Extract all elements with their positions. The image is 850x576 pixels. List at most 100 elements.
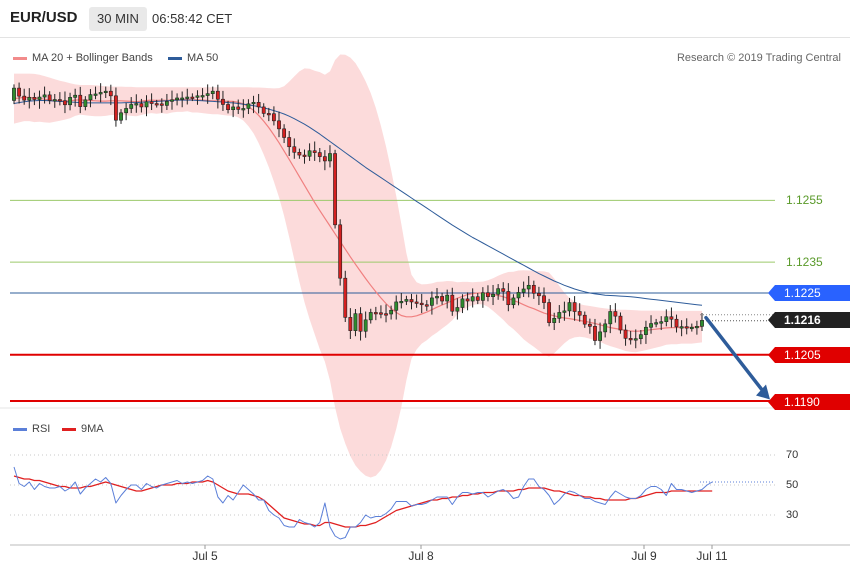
candle-body xyxy=(414,301,419,304)
candle-body xyxy=(108,90,113,97)
rsi-tick-50: 50 xyxy=(786,479,799,491)
candle-body xyxy=(129,104,134,109)
candle-body xyxy=(134,103,139,106)
candle-body xyxy=(139,103,144,108)
x-label-jul8: Jul 8 xyxy=(408,549,434,563)
candle-body xyxy=(654,322,659,325)
legend-ma20-label: MA 20 + Bollinger Bands xyxy=(32,52,153,64)
candle-body xyxy=(215,90,220,100)
candle-body xyxy=(251,102,256,105)
candle-body xyxy=(63,100,67,106)
candle-body xyxy=(486,292,490,298)
candle-body xyxy=(52,99,57,102)
candle-body xyxy=(394,301,399,311)
candle-body xyxy=(338,224,343,279)
candle-body xyxy=(608,311,613,325)
candle-body xyxy=(368,312,373,321)
candle-body xyxy=(114,95,118,121)
candle-body xyxy=(246,103,251,109)
candle-body xyxy=(144,101,149,108)
candle-body xyxy=(261,106,266,114)
candle-body xyxy=(506,291,511,306)
candle-body xyxy=(32,97,37,100)
candle-body xyxy=(12,87,16,101)
candle-body xyxy=(516,292,521,299)
candle-body xyxy=(195,95,200,98)
candle-body xyxy=(521,288,526,293)
timeframe-selector[interactable]: 30 MIN xyxy=(89,7,147,31)
candle-body xyxy=(78,94,83,107)
candle-body xyxy=(669,316,674,320)
candle-body xyxy=(190,96,195,99)
candle-body xyxy=(577,311,582,316)
price-tag-1190: 1.1190 xyxy=(768,394,850,410)
candle-body xyxy=(475,296,480,301)
copyright-notice: Research © 2019 Trading Central xyxy=(676,52,841,64)
legend-ma20: MA 20 + Bollinger Bands xyxy=(13,52,153,64)
price-tag-1225: 1.1225 xyxy=(768,285,850,301)
candle-body xyxy=(603,323,608,333)
candle-body xyxy=(384,313,388,316)
level-label-1255: 1.1255 xyxy=(786,193,823,207)
candle-body xyxy=(379,312,383,315)
candle-body xyxy=(68,97,72,106)
candle-body xyxy=(226,104,230,111)
candle-body xyxy=(221,98,225,105)
candle-body xyxy=(552,318,557,323)
candle-body xyxy=(531,284,536,294)
candle-body xyxy=(450,294,455,312)
candle-body xyxy=(88,94,93,101)
legend-rsi-label: RSI xyxy=(32,423,51,435)
candle-body xyxy=(542,295,546,303)
candle-body xyxy=(322,156,327,162)
candle-body xyxy=(557,312,562,319)
candle-body xyxy=(348,317,353,331)
candle-body xyxy=(287,137,292,148)
candle-body xyxy=(537,293,541,297)
candle-body xyxy=(22,95,27,101)
candle-body xyxy=(501,288,506,292)
rsi-line xyxy=(13,466,713,540)
x-label-jul5: Jul 5 xyxy=(192,549,218,563)
candle-body xyxy=(57,99,62,102)
candle-body xyxy=(689,326,694,330)
candle-body xyxy=(175,97,179,101)
candle-body xyxy=(302,154,307,157)
candle-body xyxy=(684,326,689,329)
candle-body xyxy=(17,87,21,97)
candle-body xyxy=(27,97,32,101)
rsi-tick-30: 30 xyxy=(786,509,799,521)
bollinger-band-fill xyxy=(14,54,702,478)
candle-body xyxy=(200,95,205,98)
candle-body xyxy=(37,96,42,100)
x-label-jul11: Jul 11 xyxy=(696,549,728,563)
candle-body xyxy=(409,299,414,303)
candle-body xyxy=(572,302,577,312)
candle-body xyxy=(598,331,602,341)
candle-body xyxy=(124,108,129,114)
candle-body xyxy=(628,338,633,341)
candle-body xyxy=(389,309,394,315)
legend-ma50-label: MA 50 xyxy=(187,52,219,64)
candle-body xyxy=(256,102,261,108)
candle-body xyxy=(593,326,597,341)
legend-ma50: MA 50 xyxy=(168,52,218,64)
candle-body xyxy=(700,320,704,327)
candle-body xyxy=(399,301,404,304)
candle-body xyxy=(511,297,516,306)
candle-body xyxy=(480,292,485,301)
candle-body xyxy=(73,94,78,98)
candle-body xyxy=(633,338,638,341)
candle-body xyxy=(674,318,679,328)
candle-body xyxy=(277,120,281,130)
candle-body xyxy=(343,277,348,318)
candle-body xyxy=(47,94,52,101)
ma9-swatch xyxy=(62,427,76,431)
candle-body xyxy=(297,151,302,156)
candle-body xyxy=(455,307,460,312)
candle-body xyxy=(649,323,653,328)
candle-body xyxy=(491,293,495,298)
legend-9ma: 9MA xyxy=(62,423,104,435)
candle-body xyxy=(567,302,572,312)
